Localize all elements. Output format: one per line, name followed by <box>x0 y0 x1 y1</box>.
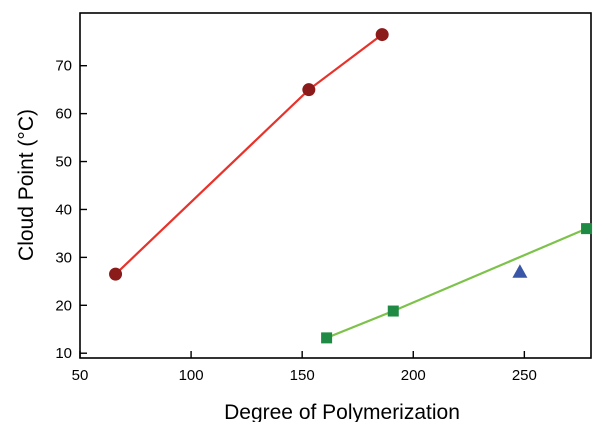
x-axis-title: Degree of Polymerization <box>224 401 460 422</box>
y-tick-label: 40 <box>55 201 72 218</box>
y-tick-label: 70 <box>55 58 72 75</box>
series-1-point <box>109 267 123 281</box>
x-axis-ticks: 50 100 150 200 250 <box>72 351 537 384</box>
series-2-point <box>581 223 593 235</box>
series-lines <box>114 33 587 339</box>
plot-frame <box>79 12 592 359</box>
y-tick-label: 50 <box>55 154 72 171</box>
y-axis-title: Cloud Point (°C) <box>15 109 38 261</box>
x-tick-label: 50 <box>72 367 89 384</box>
series-3-point <box>512 264 528 278</box>
x-tick-label: 150 <box>290 367 315 384</box>
series-1-line <box>114 33 383 275</box>
y-axis-ticks: 10 20 30 40 50 60 70 <box>55 58 87 362</box>
y-tick-label: 60 <box>55 106 72 123</box>
y-tick-label: 20 <box>55 297 72 314</box>
series-markers <box>109 28 593 344</box>
y-tick-label: 30 <box>55 249 72 266</box>
x-tick-label: 100 <box>179 367 204 384</box>
series-1-point <box>375 28 389 42</box>
y-tick-label: 10 <box>55 345 72 362</box>
series-1-point <box>302 83 316 97</box>
series-2-point <box>321 332 333 344</box>
series-2-point <box>387 305 399 317</box>
series-2-line <box>326 227 587 339</box>
x-tick-label: 250 <box>512 367 537 384</box>
x-tick-label: 200 <box>401 367 426 384</box>
